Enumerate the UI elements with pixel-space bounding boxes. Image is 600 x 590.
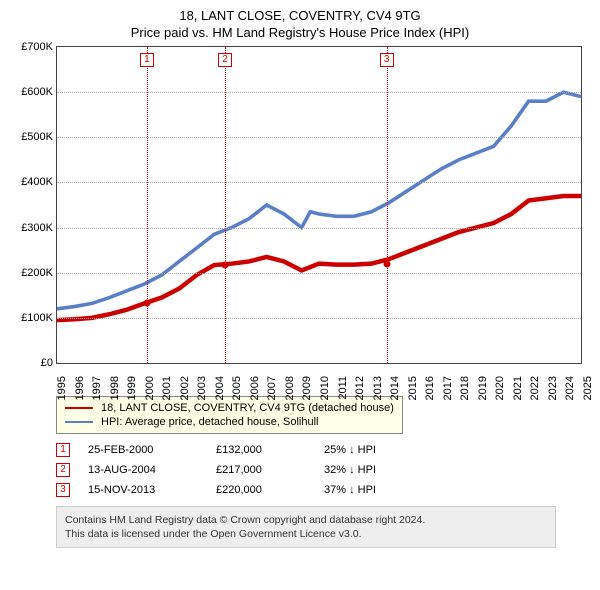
- gridline-h: [57, 273, 581, 274]
- x-tick-label: 2024: [564, 376, 576, 400]
- plot-region: £0£100K£200K£300K£400K£500K£600K£700K123: [56, 46, 582, 364]
- event-hpi: 32% ↓ HPI: [324, 464, 376, 476]
- event-table: 1 25-FEB-2000 £132,000 25% ↓ HPI 2 13-AUG-200…: [56, 440, 588, 500]
- x-tick-label: 2003: [196, 376, 208, 400]
- x-tick-label: 1997: [91, 376, 103, 400]
- y-tick-label: £600K: [9, 86, 53, 98]
- y-tick-label: £400K: [9, 176, 53, 188]
- x-tick-label: 2002: [179, 376, 191, 400]
- chart-area: £0£100K£200K£300K£400K£500K£600K£700K123…: [56, 46, 582, 386]
- x-tick-label: 2022: [529, 376, 541, 400]
- marker-box: 2: [218, 53, 232, 67]
- x-tick-label: 2000: [144, 376, 156, 400]
- x-tick-label: 2007: [266, 376, 278, 400]
- marker-vline: [387, 47, 388, 363]
- x-tick-label: 1999: [126, 376, 138, 400]
- gridline-h: [57, 318, 581, 319]
- x-tick-label: 1996: [74, 376, 86, 400]
- event-date: 13-AUG-2004: [88, 464, 198, 476]
- event-marker-box: 1: [56, 443, 70, 457]
- x-tick-label: 2025: [582, 376, 594, 400]
- footnote-line1: Contains HM Land Registry data © Crown c…: [65, 513, 547, 527]
- line-series-svg: [57, 47, 581, 363]
- x-tick-label: 2020: [494, 376, 506, 400]
- footnote-line2: This data is licensed under the Open Gov…: [65, 527, 547, 541]
- event-date: 15-NOV-2013: [88, 484, 198, 496]
- legend-row-property: 18, LANT CLOSE, COVENTRY, CV4 9TG (detac…: [65, 401, 394, 415]
- x-tick-label: 2017: [442, 376, 454, 400]
- marker-box: 1: [140, 53, 154, 67]
- x-tick-label: 2009: [301, 376, 313, 400]
- y-tick-label: £200K: [9, 267, 53, 279]
- event-row: 2 13-AUG-2004 £217,000 32% ↓ HPI: [56, 460, 588, 480]
- event-price: £217,000: [216, 464, 306, 476]
- title-line2: Price paid vs. HM Land Registry's House …: [12, 25, 588, 40]
- price-dot: [222, 262, 229, 269]
- y-tick-label: £0: [9, 357, 53, 369]
- x-axis: 1995199619971998199920002001200220032004…: [56, 364, 582, 386]
- event-hpi: 25% ↓ HPI: [324, 444, 376, 456]
- event-hpi: 37% ↓ HPI: [324, 484, 376, 496]
- x-tick-label: 2010: [319, 376, 331, 400]
- price-dot: [143, 300, 150, 307]
- y-tick-label: £100K: [9, 312, 53, 324]
- x-tick-label: 2008: [284, 376, 296, 400]
- gridline-h: [57, 92, 581, 93]
- marker-vline: [147, 47, 148, 363]
- x-tick-label: 2004: [214, 376, 226, 400]
- legend-swatch-property: [65, 407, 93, 409]
- chart-container: 18, LANT CLOSE, COVENTRY, CV4 9TG Price …: [0, 0, 600, 558]
- event-marker-box: 3: [56, 483, 70, 497]
- x-tick-label: 2019: [477, 376, 489, 400]
- legend-row-hpi: HPI: Average price, detached house, Soli…: [65, 415, 394, 429]
- legend-label-hpi: HPI: Average price, detached house, Soli…: [101, 416, 319, 428]
- y-tick-label: £500K: [9, 131, 53, 143]
- x-tick-label: 2013: [372, 376, 384, 400]
- series-line-hpi: [57, 92, 581, 309]
- title-line1: 18, LANT CLOSE, COVENTRY, CV4 9TG: [12, 8, 588, 23]
- x-tick-label: 2016: [424, 376, 436, 400]
- legend-swatch-hpi: [65, 421, 93, 423]
- marker-vline: [225, 47, 226, 363]
- x-tick-label: 1998: [109, 376, 121, 400]
- gridline-h: [57, 228, 581, 229]
- x-tick-label: 2023: [547, 376, 559, 400]
- x-tick-label: 2005: [231, 376, 243, 400]
- x-tick-label: 2001: [161, 376, 173, 400]
- event-marker-box: 2: [56, 463, 70, 477]
- marker-box: 3: [380, 53, 394, 67]
- price-dot: [383, 260, 390, 267]
- x-tick-label: 2014: [389, 376, 401, 400]
- gridline-h: [57, 137, 581, 138]
- gridline-h: [57, 182, 581, 183]
- x-tick-label: 1995: [56, 376, 68, 400]
- event-price: £220,000: [216, 484, 306, 496]
- event-row: 3 15-NOV-2013 £220,000 37% ↓ HPI: [56, 480, 588, 500]
- x-tick-label: 2006: [249, 376, 261, 400]
- x-tick-label: 2012: [354, 376, 366, 400]
- legend-label-property: 18, LANT CLOSE, COVENTRY, CV4 9TG (detac…: [101, 402, 394, 414]
- y-tick-label: £300K: [9, 222, 53, 234]
- x-tick-label: 2015: [407, 376, 419, 400]
- event-price: £132,000: [216, 444, 306, 456]
- footnote: Contains HM Land Registry data © Crown c…: [56, 506, 556, 548]
- x-tick-label: 2018: [459, 376, 471, 400]
- event-row: 1 25-FEB-2000 £132,000 25% ↓ HPI: [56, 440, 588, 460]
- x-tick-label: 2021: [512, 376, 524, 400]
- y-tick-label: £700K: [9, 41, 53, 53]
- title-block: 18, LANT CLOSE, COVENTRY, CV4 9TG Price …: [12, 8, 588, 40]
- legend: 18, LANT CLOSE, COVENTRY, CV4 9TG (detac…: [56, 396, 403, 434]
- x-tick-label: 2011: [337, 376, 349, 400]
- event-date: 25-FEB-2000: [88, 444, 198, 456]
